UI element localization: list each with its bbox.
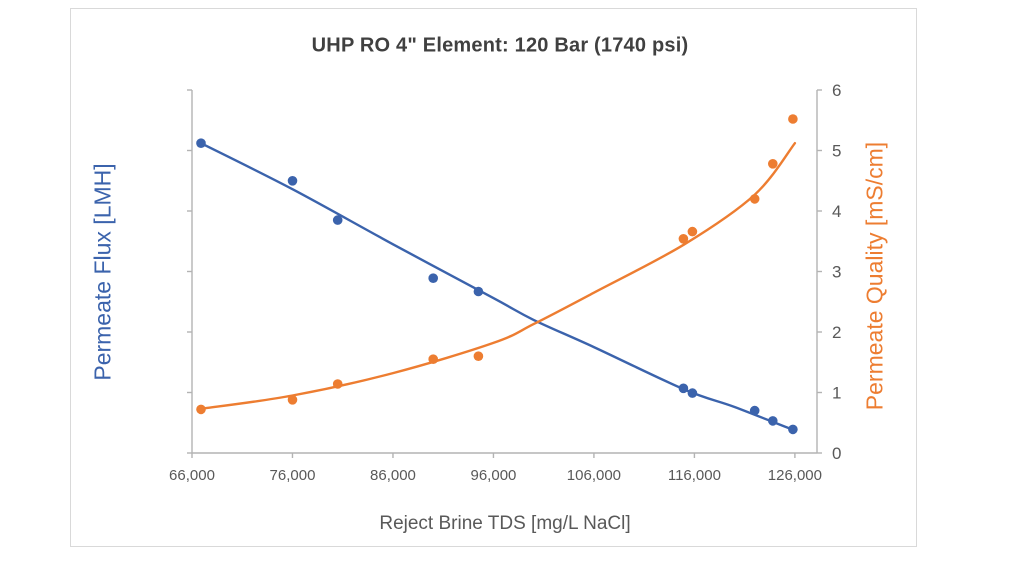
permeate-flux-series-data-point [196,138,206,148]
permeate-flux-series-data-point [678,383,689,394]
permeate-flux-series-data-point [473,286,484,297]
permeate-flux-series-data-point [749,405,760,416]
permeate-flux-series-data-point [687,388,698,398]
permeate-quality-series-data-point [196,404,206,415]
permeate-flux-series-data-point [788,424,798,435]
x-axis-tick-label: 106,000 [567,467,621,484]
chart-title: UHP RO 4" Element: 120 Bar (1740 psi) [311,34,689,57]
permeate-quality-series-trendline [199,142,797,410]
permeate-flux-series-data-point [428,273,439,284]
right-axis-tick-label: 1 [832,384,841,403]
permeate-quality-series-data-point [768,159,778,169]
permeate-flux-series-data-point [332,215,343,225]
x-axis-tick-label: 66,000 [169,467,215,484]
x-axis-tick-label: 76,000 [270,467,316,484]
permeate-flux-series-data-point [287,176,298,186]
permeate-quality-series-data-point [332,379,343,389]
x-axis-tick-label: 126,000 [768,467,822,484]
x-axis-tick-label: 116,000 [668,467,721,484]
right-axis-tick-label: 4 [832,202,841,221]
x-axis-title: Reject Brine TDS [mg/L NaCl] [379,513,631,534]
permeate-quality-series-data-point [428,354,439,365]
permeate-quality-series-data-point [473,351,484,362]
permeate-quality-series-data-point [687,226,698,237]
x-axis-tick-label: 96,000 [471,467,517,484]
right-axis-tick-label: 2 [832,323,841,342]
permeate-flux-series-data-point [768,416,778,426]
permeate-flux-series-trendline [199,142,797,432]
right-axis-tick-label: 5 [832,142,841,161]
right-axis-tick-label: 6 [832,81,841,100]
permeate-quality-series-data-point [678,234,689,244]
right-axis-tick-label: 3 [832,263,841,282]
permeate-quality-series-data-point [287,395,298,405]
x-axis-tick-label: 86,000 [370,467,416,484]
right-axis-tick-label: 0 [832,444,841,463]
permeate-quality-series-data-point [788,114,798,124]
permeate-quality-series-data-point [749,194,760,204]
